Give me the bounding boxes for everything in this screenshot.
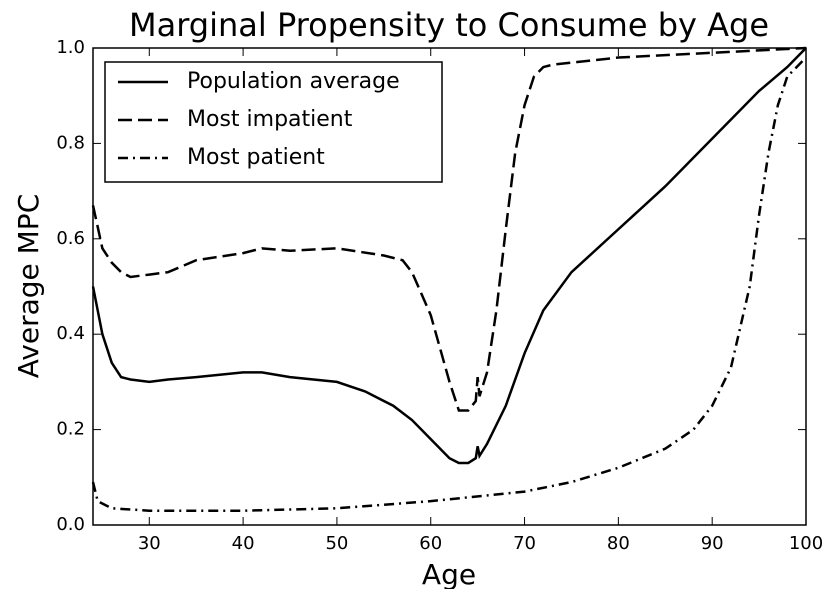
- x-tick-label: 100: [789, 533, 823, 554]
- y-tick-label: 1.0: [56, 37, 85, 58]
- data-line: [91, 47, 807, 465]
- x-tick-label: 30: [138, 533, 161, 554]
- y-tick-label: 0.6: [56, 228, 85, 249]
- x-axis-label: Age: [422, 558, 476, 589]
- y-tick-label: 0.4: [56, 323, 85, 344]
- y-tick-label: 0.0: [56, 514, 85, 535]
- data-line: [91, 56, 807, 512]
- plot-frame: [92, 47, 807, 526]
- x-tick-label: 80: [607, 533, 630, 554]
- chart-title: Marginal Propensity to Consume by Age: [129, 6, 769, 44]
- x-tick-label: 40: [232, 533, 255, 554]
- data-line: [91, 46, 807, 412]
- x-tick-label: 70: [513, 533, 536, 554]
- x-tick-label: 60: [419, 533, 442, 554]
- y-tick-label: 0.8: [56, 132, 85, 153]
- legend-label: Population average: [187, 69, 400, 94]
- x-tick-label: 90: [701, 533, 724, 554]
- y-axis-label: Average MPC: [12, 194, 45, 378]
- x-tick-label: 50: [325, 533, 348, 554]
- y-tick-label: 0.2: [56, 419, 85, 440]
- legend-label: Most patient: [187, 145, 325, 170]
- legend-label: Most impatient: [187, 107, 353, 132]
